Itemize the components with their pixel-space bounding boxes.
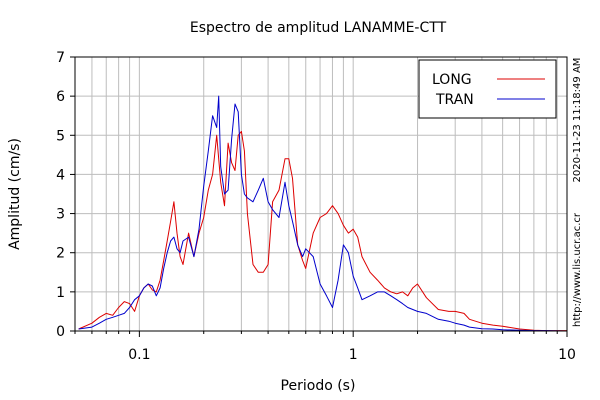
axis-ticks: 0 1 2 3 4 5 6 7 0.1 1 10 (56, 50, 576, 363)
y-tick-label: 3 (56, 207, 65, 223)
y-tick-label: 5 (56, 128, 65, 144)
y-tick-label: 2 (56, 246, 65, 262)
x-tick-label: 10 (558, 347, 576, 363)
y-axis-label: Amplitud (cm/s) (7, 138, 23, 250)
y-tick-label: 4 (56, 167, 65, 183)
series-line-tran (78, 95, 568, 332)
series-layer (78, 95, 568, 332)
legend-label-long: LONG (432, 72, 472, 88)
x-tick-label: 1 (349, 347, 358, 363)
chart-title: Espectro de amplitud LANAMME-CTT (190, 20, 447, 36)
side-text-date: 2020-11-23 11:18:49 AM (572, 58, 583, 183)
y-tick-label: 0 (56, 324, 65, 340)
x-axis-label: Periodo (s) (281, 378, 356, 394)
legend-label-tran: TRAN (435, 92, 474, 108)
legend: LONG TRAN (418, 59, 557, 119)
side-text-url: http://www.lis.ucr.ac.cr (572, 212, 583, 327)
y-tick-label: 7 (56, 50, 65, 66)
series-line-long (78, 130, 567, 332)
legend-box (418, 59, 557, 119)
y-tick-label: 6 (56, 89, 65, 105)
y-tick-label: 1 (56, 285, 65, 301)
plot-frame (74, 56, 568, 332)
x-tick-label: 0.1 (128, 347, 150, 363)
